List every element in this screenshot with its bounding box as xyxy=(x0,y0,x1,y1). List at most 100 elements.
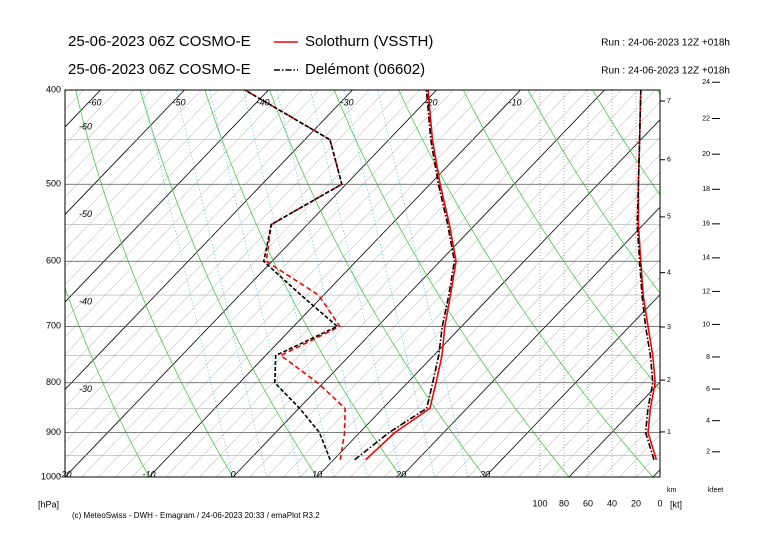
isotherm-minor xyxy=(65,90,336,373)
isotherm-minor xyxy=(434,241,660,477)
wind-speed-line xyxy=(636,90,655,461)
wind-axis-label: [kt] xyxy=(670,499,682,509)
km-tick-label: 5 xyxy=(667,214,671,221)
legend-name: Delémont (06602) xyxy=(305,61,425,78)
temperature-label: -10 xyxy=(142,469,155,479)
isotherm-minor xyxy=(535,346,660,477)
isotherm xyxy=(65,90,185,216)
y-tick-label: 700 xyxy=(46,321,61,331)
legend-model: 25-06-2023 06Z COSMO-E xyxy=(68,61,251,78)
dewpoint-line xyxy=(244,90,343,461)
temperature-label: -60 xyxy=(79,121,92,131)
temperature-label-top: -10 xyxy=(509,97,522,107)
temperature-label-top: -20 xyxy=(425,97,438,107)
kfeet-tick-label: 24 xyxy=(702,79,710,86)
km-tick-label: 4 xyxy=(667,269,671,276)
isotherm-minor xyxy=(333,136,660,477)
isotherm-minor xyxy=(249,90,622,477)
profiles xyxy=(244,90,658,461)
km-tick-label: 7 xyxy=(667,98,671,105)
kfeet-tick-label: 14 xyxy=(702,255,710,262)
isotherm-minor xyxy=(216,90,588,477)
temperature-label: 10 xyxy=(312,469,322,479)
temperature-label: 30 xyxy=(480,469,490,479)
km-axis-label: km xyxy=(667,487,677,494)
isotherm-minor xyxy=(300,101,660,477)
kfeet-tick-label: 4 xyxy=(706,417,710,424)
wind-tick-label: 80 xyxy=(559,498,569,508)
temperature-label-top: -50 xyxy=(173,97,186,107)
km-tick-label: 2 xyxy=(667,377,671,384)
kfeet-tick-label: 6 xyxy=(706,386,710,393)
isotherm-minor xyxy=(132,90,504,477)
temperature-label: -20 xyxy=(58,469,71,479)
isotherm-minor xyxy=(182,90,555,477)
isotherm-minor xyxy=(65,90,320,355)
isotherm xyxy=(568,381,660,477)
isotherm xyxy=(400,206,660,477)
isotherm-minor xyxy=(468,276,660,477)
isotherm-minor xyxy=(501,311,660,477)
temperature-line xyxy=(364,90,457,461)
plot-frame xyxy=(64,89,661,478)
isotherm xyxy=(148,90,521,477)
kfeet-tick-label: 2 xyxy=(706,449,710,456)
temperature-label: -50 xyxy=(79,209,92,219)
kfeet-tick-label: 10 xyxy=(702,321,710,328)
km-tick-label: 6 xyxy=(667,157,671,164)
isotherm-minor xyxy=(283,90,656,477)
y-tick-label: 400 xyxy=(46,84,61,94)
isotherm xyxy=(232,90,605,477)
temperature-label-top: -40 xyxy=(257,97,270,107)
isotherm-minor xyxy=(65,90,219,250)
isotherm-minor xyxy=(65,90,404,443)
wind-tick-label: 20 xyxy=(631,498,641,508)
kfeet-tick-label: 8 xyxy=(706,354,710,361)
temperature-line xyxy=(354,90,456,461)
legend-name: Solothurn (VSSTH) xyxy=(305,33,433,50)
isotherm xyxy=(65,90,269,303)
y-tick-label: 600 xyxy=(46,256,61,266)
isotherm-minor xyxy=(65,90,135,163)
grid xyxy=(65,90,660,477)
wind-tick-label: 60 xyxy=(583,498,593,508)
wind-tick-label: 100 xyxy=(532,498,547,508)
isotherm-minor xyxy=(518,329,660,477)
legend-run: Run : 24-06-2023 12Z +018h xyxy=(601,66,730,77)
y-axis-label: [hPa] xyxy=(38,499,59,509)
wind-tick-label: 0 xyxy=(657,498,662,508)
km-tick-label: 1 xyxy=(667,429,671,436)
isotherm-minor xyxy=(451,259,660,477)
y-tick-label: 800 xyxy=(46,377,61,387)
isotherm-minor xyxy=(65,90,303,338)
temperature-label-top: -30 xyxy=(341,97,354,107)
temperature-label-top: -60 xyxy=(89,97,102,107)
isotherm-minor xyxy=(65,90,286,320)
temperature-label: 20 xyxy=(395,469,406,479)
isotherm-minor xyxy=(384,189,660,477)
temperature-label: 0 xyxy=(230,469,235,479)
isotherm xyxy=(65,90,437,477)
isotherm-minor xyxy=(165,90,538,477)
kfeet-tick-label: 22 xyxy=(702,115,710,122)
footer: (c) MeteoSwiss - DWH - Emagram / 24-06-2… xyxy=(72,511,320,520)
kfeet-tick-label: 18 xyxy=(702,186,710,193)
temperature-label: -40 xyxy=(79,296,92,306)
y-tick-label: 1000 xyxy=(41,471,61,481)
kfeet-tick-label: 20 xyxy=(702,151,710,158)
isotherm-minor xyxy=(65,90,252,285)
isotherm-minor xyxy=(65,90,370,408)
km-tick-label: 3 xyxy=(667,324,671,331)
y-tick-label: 500 xyxy=(46,179,61,189)
legend-model: 25-06-2023 06Z COSMO-E xyxy=(68,33,251,50)
isotherm-minor xyxy=(417,224,660,477)
isotherm-minor xyxy=(65,90,387,425)
isotherm-minor xyxy=(367,171,660,477)
isotherm xyxy=(65,90,353,391)
isotherm-minor xyxy=(65,90,168,198)
y-tick-label: 900 xyxy=(46,427,61,437)
isotherm-minor xyxy=(199,90,572,477)
temperature-label: -30 xyxy=(79,384,92,394)
kfeet-tick-label: 16 xyxy=(702,221,710,228)
